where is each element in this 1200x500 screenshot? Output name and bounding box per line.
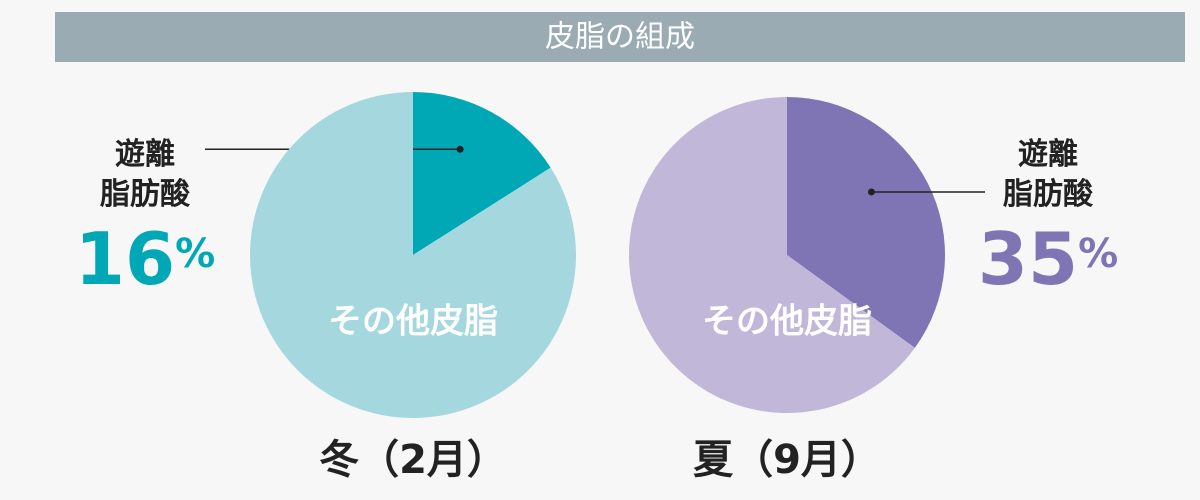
leader-dot — [867, 188, 875, 196]
category-label-line: 脂肪酸 — [100, 177, 191, 212]
pie-title: 冬（2月） — [319, 437, 507, 483]
pie-slice — [413, 92, 551, 255]
value-label: 35% — [978, 217, 1118, 301]
category-label-line: 脂肪酸 — [1003, 177, 1094, 212]
pie-title: 夏（9月） — [693, 437, 881, 483]
category-label-line: 遊離 — [1018, 137, 1078, 172]
category-label: 遊離脂肪酸 — [100, 137, 191, 212]
value-unit: % — [175, 231, 215, 277]
leader-dot — [456, 145, 464, 153]
page-title: 皮脂の組成 — [545, 20, 695, 55]
header-bar — [55, 12, 1185, 62]
category-label-line: 遊離 — [115, 137, 175, 172]
value-unit: % — [1078, 231, 1118, 277]
slice-label: その他皮脂 — [328, 302, 498, 342]
pie-slice — [629, 97, 915, 413]
pie-slice — [249, 92, 576, 418]
pie-slice — [787, 97, 945, 348]
value-number: 35 — [978, 217, 1078, 301]
slice-label: その他皮脂 — [702, 302, 872, 342]
value-number: 16 — [75, 217, 175, 301]
category-label: 遊離脂肪酸 — [1003, 137, 1094, 212]
value-label: 16% — [75, 217, 215, 301]
